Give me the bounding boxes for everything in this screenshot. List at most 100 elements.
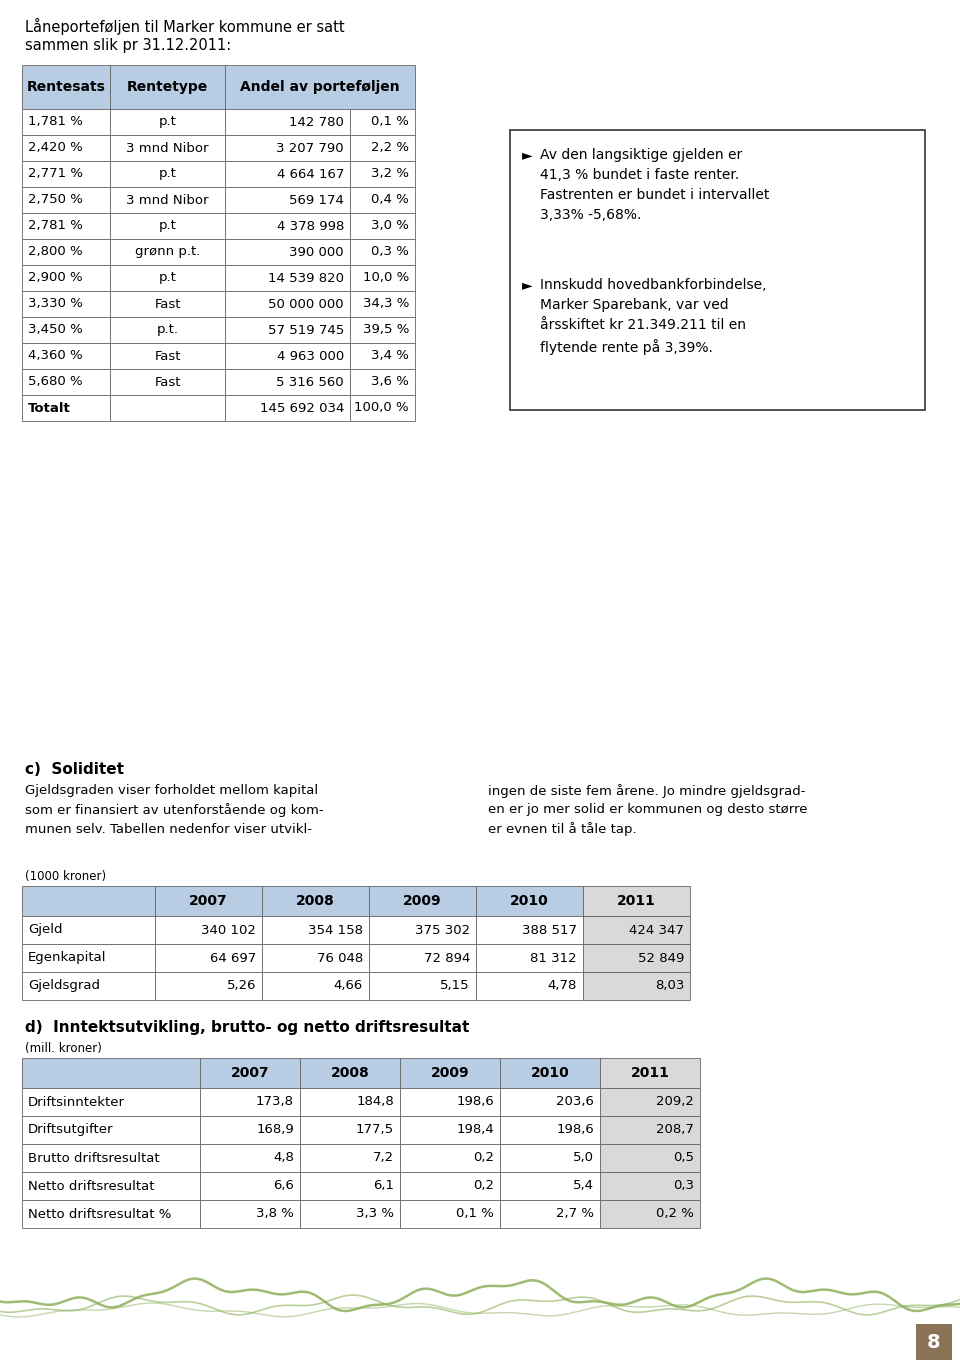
Text: Låneporteføljen til Marker kommune er satt: Låneporteføljen til Marker kommune er sa… [25, 18, 345, 36]
Text: 354 158: 354 158 [308, 923, 363, 937]
Text: 390 000: 390 000 [289, 245, 344, 259]
Text: 2,7 %: 2,7 % [556, 1208, 594, 1220]
Text: 100,0 %: 100,0 % [354, 401, 409, 415]
Text: 2008: 2008 [330, 1066, 370, 1079]
Bar [350, 239, 415, 265]
Bar [300, 1172, 400, 1200]
Text: 64 697: 64 697 [209, 952, 256, 964]
Text: 3 207 790: 3 207 790 [276, 141, 344, 155]
Bar [110, 395, 225, 421]
Bar [600, 1144, 700, 1172]
Text: 2010: 2010 [510, 895, 549, 908]
Bar [262, 973, 369, 1000]
Bar [400, 1172, 500, 1200]
Text: 0,3 %: 0,3 % [372, 245, 409, 259]
Bar [225, 291, 350, 317]
Bar [200, 1088, 300, 1116]
Text: 198,6: 198,6 [456, 1096, 494, 1108]
Bar [350, 395, 415, 421]
Bar [22, 213, 110, 239]
Text: 4,8: 4,8 [274, 1152, 294, 1164]
Bar [22, 973, 155, 1000]
Text: 0,4 %: 0,4 % [372, 193, 409, 207]
Text: 2,420 %: 2,420 % [28, 141, 83, 155]
Bar [22, 1088, 200, 1116]
Bar [110, 343, 225, 369]
Bar [400, 1200, 500, 1228]
Bar [225, 187, 350, 213]
Bar [22, 109, 110, 135]
Text: 3,450 %: 3,450 % [28, 323, 83, 337]
Text: Av den langsiktige gjelden er
41,3 % bundet i faste renter.
Fastrenten er bundet: Av den langsiktige gjelden er 41,3 % bun… [540, 148, 769, 222]
Text: 0,2: 0,2 [473, 1152, 494, 1164]
Bar [225, 109, 350, 135]
Bar [22, 1144, 200, 1172]
Text: 1,781 %: 1,781 % [28, 115, 83, 129]
Bar [155, 973, 262, 1000]
Text: 388 517: 388 517 [522, 923, 577, 937]
Text: 198,4: 198,4 [456, 1123, 494, 1137]
Text: 4,66: 4,66 [334, 979, 363, 993]
Text: (1000 kroner): (1000 kroner) [25, 870, 107, 882]
Bar [22, 1057, 200, 1088]
Text: 57 519 745: 57 519 745 [268, 323, 344, 337]
Text: 198,6: 198,6 [556, 1123, 594, 1137]
Text: 4 963 000: 4 963 000 [276, 349, 344, 363]
Text: Fast: Fast [155, 349, 180, 363]
Bar [350, 109, 415, 135]
Bar [110, 213, 225, 239]
Bar [476, 944, 583, 973]
Bar [600, 1057, 700, 1088]
Text: 7,2: 7,2 [372, 1152, 394, 1164]
Text: Netto driftsresultat: Netto driftsresultat [28, 1179, 155, 1193]
Bar [350, 213, 415, 239]
Bar [110, 291, 225, 317]
Text: 0,1 %: 0,1 % [372, 115, 409, 129]
Text: p.t: p.t [158, 219, 177, 233]
Bar [225, 66, 415, 109]
Text: 208,7: 208,7 [656, 1123, 694, 1137]
Bar [300, 1116, 400, 1144]
Bar [583, 973, 690, 1000]
Text: 569 174: 569 174 [289, 193, 344, 207]
Bar [369, 917, 476, 944]
Bar [110, 161, 225, 187]
Bar [400, 1144, 500, 1172]
Bar [400, 1057, 500, 1088]
Text: d)  Inntektsutvikling, brutto- og netto driftsresultat: d) Inntektsutvikling, brutto- og netto d… [25, 1021, 469, 1036]
Bar [350, 161, 415, 187]
Text: 4,360 %: 4,360 % [28, 349, 83, 363]
Bar [22, 265, 110, 291]
Text: Fast: Fast [155, 297, 180, 311]
Text: 168,9: 168,9 [256, 1123, 294, 1137]
Bar [350, 265, 415, 291]
Bar [369, 886, 476, 917]
Bar [500, 1116, 600, 1144]
Bar [350, 291, 415, 317]
Bar [22, 395, 110, 421]
Text: Driftsutgifter: Driftsutgifter [28, 1123, 113, 1137]
Text: Brutto driftsresultat: Brutto driftsresultat [28, 1152, 159, 1164]
Bar [510, 130, 925, 410]
Bar [350, 135, 415, 161]
Text: 2,771 %: 2,771 % [28, 167, 83, 181]
Text: 3,4 %: 3,4 % [372, 349, 409, 363]
Text: 5 316 560: 5 316 560 [276, 375, 344, 389]
Text: 2008: 2008 [296, 895, 335, 908]
Bar [22, 291, 110, 317]
Bar [22, 369, 110, 395]
Bar [916, 1324, 952, 1360]
Bar [600, 1088, 700, 1116]
Text: 5,680 %: 5,680 % [28, 375, 83, 389]
Bar [476, 973, 583, 1000]
Text: 52 849: 52 849 [637, 952, 684, 964]
Bar [300, 1144, 400, 1172]
Bar [110, 109, 225, 135]
Text: grønn p.t.: grønn p.t. [134, 245, 201, 259]
Text: 0,5: 0,5 [673, 1152, 694, 1164]
Text: 2,800 %: 2,800 % [28, 245, 83, 259]
Text: 0,3: 0,3 [673, 1179, 694, 1193]
Text: 76 048: 76 048 [317, 952, 363, 964]
Text: 2,900 %: 2,900 % [28, 271, 83, 285]
Text: 2009: 2009 [431, 1066, 469, 1079]
